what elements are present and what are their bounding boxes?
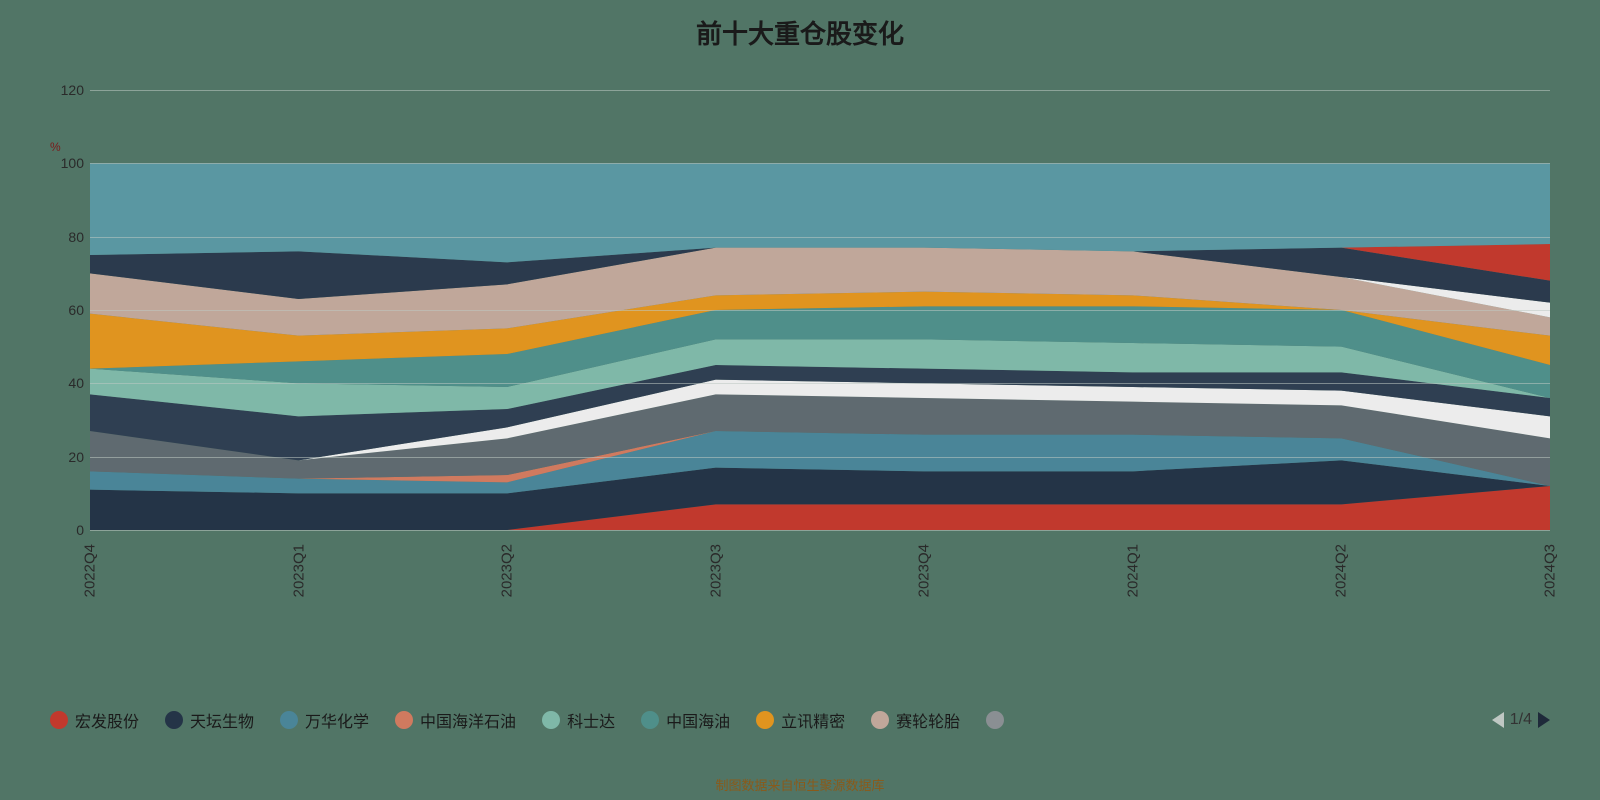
area-series: [90, 163, 1550, 262]
legend-label: 赛轮轮胎: [896, 708, 960, 732]
y-tick-label: 60: [68, 302, 84, 318]
legend-swatch: [395, 711, 413, 729]
legend-label: 中国海油: [666, 708, 730, 732]
y-tick-label: 0: [76, 522, 84, 538]
x-axis: 2022Q42023Q12023Q22023Q32023Q42024Q12024…: [90, 530, 1550, 640]
legend-item[interactable]: 万华化学: [280, 708, 369, 732]
x-tick-label: 2022Q4: [82, 544, 99, 597]
gridline: [90, 310, 1550, 311]
legend-swatch: [280, 711, 298, 729]
legend-label: 天坛生物: [190, 708, 254, 732]
legend-item[interactable]: 中国海油: [641, 708, 730, 732]
legend-swatch: [50, 711, 68, 729]
y-tick-label: 40: [68, 375, 84, 391]
x-tick-label: 2024Q3: [1542, 544, 1559, 597]
x-tick-label: 2024Q1: [1124, 544, 1141, 597]
legend-pager: 1/4: [1492, 711, 1550, 729]
legend-label: 宏发股份: [75, 708, 139, 732]
legend-item[interactable]: 立讯精密: [756, 708, 845, 732]
y-tick-label: 80: [68, 229, 84, 245]
legend-swatch: [871, 711, 889, 729]
legend-label: 立讯精密: [781, 708, 845, 732]
footer-attribution: 制图数据来自恒生聚源数据库: [0, 775, 1600, 794]
gridline: [90, 90, 1550, 91]
legend-label: 万华化学: [305, 708, 369, 732]
y-tick-label: 120: [61, 82, 84, 98]
chart-area: % 020406080100120 2022Q42023Q12023Q22023…: [50, 90, 1550, 590]
legend-item[interactable]: 中国海洋石油: [395, 708, 516, 732]
x-tick-label: 2024Q2: [1333, 544, 1350, 597]
legend-prev-icon[interactable]: [1492, 712, 1504, 728]
legend-swatch: [165, 711, 183, 729]
gridline: [90, 383, 1550, 384]
y-tick-label: 20: [68, 449, 84, 465]
legend-label: 科士达: [567, 708, 615, 732]
legend-swatch: [641, 711, 659, 729]
legend-overflow-swatch: [986, 711, 1004, 729]
gridline: [90, 457, 1550, 458]
legend-item[interactable]: 宏发股份: [50, 708, 139, 732]
legend-label: 中国海洋石油: [420, 708, 516, 732]
y-tick-label: 100: [61, 155, 84, 171]
x-tick-label: 2023Q3: [707, 544, 724, 597]
x-tick-label: 2023Q4: [916, 544, 933, 597]
gridline: [90, 163, 1550, 164]
legend-next-icon[interactable]: [1538, 712, 1550, 728]
legend: 宏发股份 天坛生物 万华化学 中国海洋石油 科士达 中国海油 立讯精密 赛轮轮胎 1/4: [50, 700, 1550, 740]
x-tick-label: 2023Q1: [290, 544, 307, 597]
x-tick-label: 2023Q2: [499, 544, 516, 597]
legend-page-indicator: 1/4: [1510, 711, 1532, 729]
legend-item[interactable]: 天坛生物: [165, 708, 254, 732]
y-axis: 020406080100120: [50, 90, 90, 530]
legend-item[interactable]: 赛轮轮胎: [871, 708, 960, 732]
legend-swatch: [756, 711, 774, 729]
chart-title: 前十大重仓股变化: [0, 0, 1600, 51]
gridline: [90, 237, 1550, 238]
legend-item[interactable]: 科士达: [542, 708, 615, 732]
legend-swatch: [542, 711, 560, 729]
plot-region: [90, 90, 1550, 530]
